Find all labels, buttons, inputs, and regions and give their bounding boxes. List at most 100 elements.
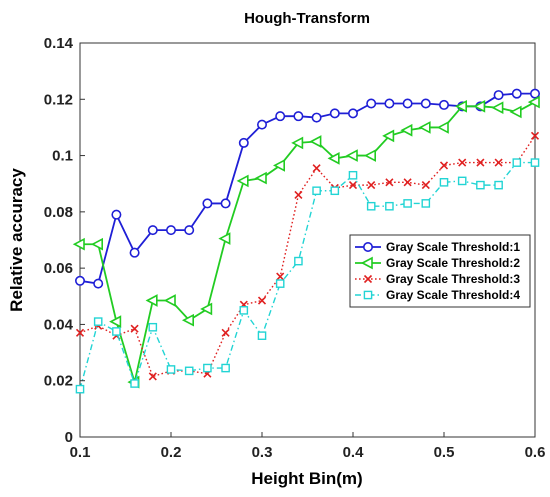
data-point-stroke [75, 328, 85, 337]
data-point [360, 256, 373, 270]
data-point-stroke [476, 158, 485, 167]
data-point-stroke [403, 178, 412, 187]
data-point-stroke [130, 324, 139, 333]
data-point [530, 131, 540, 140]
series-4 [75, 158, 540, 394]
data-point [130, 379, 139, 388]
data-point [436, 121, 449, 134]
data-point [203, 363, 212, 373]
data-point-stroke [221, 328, 230, 337]
data-point-stroke [530, 131, 540, 140]
data-point [327, 152, 340, 165]
data-point [294, 190, 303, 200]
chart-title: Hough-Transform [244, 10, 370, 27]
data-point-stroke [458, 158, 467, 167]
data-point-stroke [312, 164, 321, 173]
data-point [385, 178, 394, 187]
data-point [72, 237, 85, 251]
data-point [236, 174, 249, 188]
data-point [384, 98, 395, 109]
data-point-stroke [363, 274, 373, 284]
data-point [145, 294, 158, 307]
data-point [202, 198, 213, 209]
data-point [148, 322, 158, 332]
data-point [256, 119, 267, 130]
data-point-stroke [421, 181, 430, 190]
data-point [75, 328, 85, 337]
data-point [439, 161, 449, 170]
legend: Gray Scale Threshold:1 Gray Scale Thresho… [349, 234, 531, 308]
x-tick-label: 0.4 [343, 444, 365, 461]
y-tick-label: 0.08 [44, 204, 73, 221]
series-2 [72, 95, 540, 389]
data-point [184, 366, 194, 376]
legend-item: Gray Scale Threshold:4 [355, 288, 520, 302]
data-point [362, 242, 373, 253]
axes-layer: 0.1 0.2 0.3 0.4 0.5 0.6 0 0.02 0.04 0.06 0.08 0.1 0.… [44, 35, 546, 461]
x-tick-label: 0.3 [252, 444, 273, 461]
data-point [93, 317, 103, 326]
legend-label: Gray Scale Threshold:4 [386, 288, 520, 302]
data-point-stroke [439, 161, 449, 170]
data-point [363, 274, 373, 284]
data-point [529, 88, 540, 99]
data-point [458, 158, 467, 167]
data-point [293, 111, 304, 122]
data-point [420, 98, 431, 109]
data-point [221, 328, 230, 337]
data-point [93, 278, 104, 289]
y-tick-label: 0.06 [44, 260, 73, 277]
data-point [220, 198, 231, 209]
y-tick-label: 0.14 [44, 35, 74, 52]
data-point [276, 272, 285, 281]
data-point [530, 158, 540, 167]
data-point [347, 108, 358, 119]
data-point [527, 95, 540, 109]
x-tick-label: 0.6 [525, 444, 546, 461]
data-point [457, 176, 467, 186]
data-point [403, 199, 412, 208]
y-axis-label: Relative accuracy [7, 168, 26, 312]
legend-label: Gray Scale Threshold:3 [386, 272, 520, 286]
data-point-stroke [276, 272, 285, 281]
legend-item: Gray Scale Threshold:2 [355, 256, 520, 270]
data-point [90, 237, 103, 251]
data-point-stroke [257, 296, 267, 305]
data-point [275, 111, 286, 122]
x-tick-label: 0.1 [70, 444, 91, 461]
data-point [476, 158, 485, 167]
data-point [330, 186, 340, 196]
data-point [130, 324, 139, 333]
data-point [221, 363, 230, 373]
data-point [421, 181, 430, 190]
data-point [494, 180, 503, 190]
data-point [439, 178, 449, 187]
data-point [275, 279, 285, 288]
data-point [254, 171, 267, 185]
data-point [348, 170, 358, 180]
data-point [438, 99, 449, 110]
data-point [311, 112, 322, 123]
data-point [421, 199, 431, 208]
data-point [418, 121, 431, 134]
data-point [366, 201, 376, 211]
data-point [511, 88, 522, 99]
series-layer [72, 88, 540, 394]
series-line [79, 135, 536, 378]
data-point [329, 108, 340, 119]
data-point [181, 313, 194, 327]
data-point [147, 225, 158, 236]
data-point [312, 186, 321, 196]
data-point-stroke [367, 181, 376, 190]
data-point [75, 275, 86, 286]
data-point [291, 136, 304, 150]
x-tick-label: 0.2 [161, 444, 182, 461]
legend-item: Gray Scale Threshold:1 [355, 240, 520, 254]
data-point [238, 137, 249, 148]
data-point [257, 331, 267, 340]
y-tick-label: 0.04 [44, 316, 74, 333]
data-point [382, 129, 395, 143]
data-point [473, 99, 486, 113]
data-point [184, 225, 195, 236]
